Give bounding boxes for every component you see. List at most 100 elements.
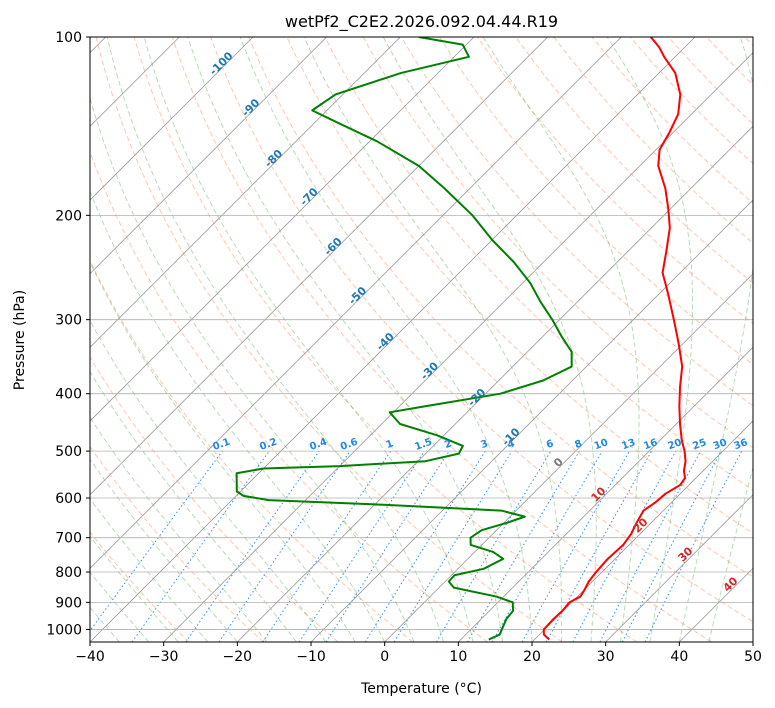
mixing-ratio-label: 10 [593,437,610,452]
dry-adiabat-line [90,356,339,642]
y-tick-label: 100 [55,30,82,46]
moist-adiabat-line [303,37,563,642]
y-axis-label: Pressure (hPa) [12,290,28,390]
isotherm-gridline [90,37,327,275]
mixing-ratio-label: 4 [506,438,516,451]
isotherm-gridline [531,420,753,642]
dry-adiabat-line [324,37,753,491]
moist-adiabat-line [678,37,753,642]
x-tick-label: 20 [523,649,541,665]
isotherm-gridline [163,52,753,642]
background-lines [90,37,753,642]
mixing-ratio-line [572,450,677,642]
mixing-ratio-label: 16 [642,437,659,452]
isotherm-gridline [310,199,753,642]
x-tick-label: −10 [296,649,326,665]
x-tick-label: 50 [744,649,762,665]
y-tick-label: 600 [55,491,82,507]
mixing-ratio-line [393,450,513,642]
dry-adiabat-line [248,37,753,578]
y-tick-label: 400 [55,387,82,403]
dry-adiabat-line [95,37,563,642]
mixing-ratio-label: 36 [733,437,750,452]
mixing-ratio-label: 3 [479,438,489,451]
mixing-ratio-line [185,450,320,642]
mixing-ratio-label: 8 [573,438,583,451]
mixing-ratio-label: 25 [691,437,708,452]
temperature-profile-line [542,37,687,641]
mixing-ratio-line [90,450,223,632]
moist-adiabat-line [382,37,597,642]
dry-adiabat-line [90,150,488,642]
mixing-ratio-line [521,450,630,642]
dry-adiabat-line [400,37,753,407]
isotherm-gridline [90,37,696,642]
dry-adiabat-line [515,37,753,284]
mixing-ratio-label: 13 [620,437,637,452]
mixing-ratio-line [131,450,270,642]
x-tick-label: 10 [449,649,467,665]
y-tick-label: 200 [55,208,82,224]
x-tick-label: 40 [670,649,688,665]
isotherm-gridline [90,37,475,422]
mixing-ratio-label: 2 [443,438,453,451]
x-axis-label: Temperature (°C) [360,681,482,697]
isotherm-gridline [384,273,753,642]
moist-adiabat-line [606,37,694,642]
chart-title: wetPf2_C2E2.2026.092.04.44.R19 [285,12,558,32]
moist-adiabat-line [90,260,356,642]
mixing-ratio-line [644,450,743,642]
isotherm-gridline [90,37,548,496]
isotherm-gridline [237,125,753,642]
mixing-ratio-label: 6 [545,438,555,451]
x-tick-label: 30 [597,649,615,665]
isotherm-gridline [90,37,254,201]
mixing-ratio-line [218,450,351,642]
moist-adiabat-line [708,465,753,642]
moist-adiabat-line [239,37,533,642]
axis-ticks: −40 −30 −20 −10 0 10 20 30 40 50 100 200 300 400 500 60… [46,30,762,665]
y-tick-label: 1000 [46,622,82,638]
mixing-ratio-label: 30 [712,437,729,452]
moist-adiabat-line [90,535,179,642]
y-tick-label: 300 [55,313,82,329]
mixing-ratio-label: 1 [385,438,395,451]
dry-adiabat-line [90,531,190,642]
plot-frame [89,36,754,643]
moist-adiabat-line [482,37,640,642]
x-tick-label: −20 [223,649,253,665]
moist-adiabat-line [90,189,386,642]
isotherm-gridline [458,346,753,642]
dry-adiabat-line [90,445,264,642]
grid [90,37,753,642]
dewpoint-profile-line [235,37,573,641]
moist-adiabat-line [90,319,327,642]
y-tick-label: 800 [55,565,82,581]
x-tick-label: −30 [149,649,179,665]
mixing-ratio-line [298,450,425,642]
dry-adiabat-line [439,37,753,366]
x-tick-label: 0 [380,649,389,665]
dry-adiabat-line [210,37,753,623]
moist-adiabat-line [90,458,238,642]
isotherm-gridline [90,37,622,569]
mixing-ratio-label: 20 [667,437,684,452]
moist-adiabat-line [106,37,445,642]
profiles [235,37,687,641]
x-tick-label: −40 [75,649,105,665]
y-tick-label: 500 [55,444,82,460]
mixing-ratio-line [545,450,653,642]
isotherm-gridline [605,494,753,642]
moist-adiabat-line [90,96,415,642]
dry-adiabat-line [171,37,712,642]
moist-adiabat-line [90,497,209,642]
mixing-ratio-line [262,450,392,642]
y-tick-label: 700 [55,531,82,547]
moist-adiabat-line [143,37,474,642]
mixing-ratio-line [325,450,450,642]
isotherm-gridline [90,37,401,348]
moist-adiabat-line [90,571,150,642]
moist-adiabat-line [187,37,504,642]
